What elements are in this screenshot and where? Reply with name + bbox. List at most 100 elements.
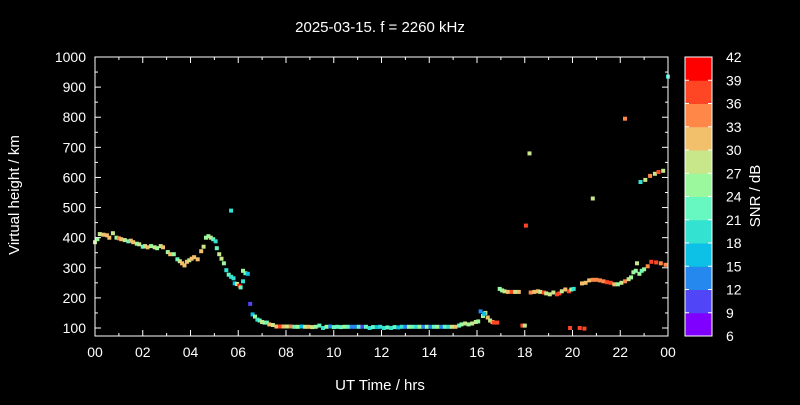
colorbar-tick-label: 39 <box>726 72 742 88</box>
data-point <box>582 326 587 331</box>
data-point <box>255 317 260 322</box>
data-point <box>568 326 573 330</box>
data-point <box>235 282 240 286</box>
data-point <box>389 326 394 330</box>
data-point <box>381 326 386 330</box>
data-point <box>590 277 595 282</box>
data-point <box>171 252 176 257</box>
data-point <box>338 325 343 330</box>
data-point <box>184 259 189 264</box>
data-point <box>243 271 248 276</box>
data-point <box>421 324 426 329</box>
data-point <box>555 292 559 297</box>
x-tick-label: 22 <box>612 344 628 360</box>
data-point <box>428 324 433 329</box>
data-point <box>658 261 663 266</box>
data-point <box>457 323 462 328</box>
data-point <box>231 276 236 281</box>
colorbar-tick-label: 12 <box>726 282 742 298</box>
data-point <box>407 324 411 329</box>
data-point <box>374 325 379 330</box>
data-point <box>432 324 436 329</box>
x-tick-label: 02 <box>135 344 151 360</box>
colorbar-tick-label: 24 <box>726 189 742 205</box>
y-tick-label: 500 <box>63 200 87 216</box>
data-point <box>219 256 224 261</box>
data-point <box>270 323 275 327</box>
data-point <box>449 324 454 329</box>
data-point <box>195 257 200 262</box>
data-point <box>260 320 265 324</box>
y-tick-label: 200 <box>63 290 87 306</box>
data-point <box>158 244 163 249</box>
data-point <box>126 239 131 244</box>
data-point <box>140 244 145 249</box>
x-tick-label: 06 <box>230 344 246 360</box>
data-point <box>278 324 282 329</box>
x-tick-label: 14 <box>421 344 437 360</box>
data-point <box>652 171 657 176</box>
data-point <box>623 279 627 284</box>
data-point <box>547 292 552 297</box>
data-point <box>509 289 514 294</box>
x-tick-label: 20 <box>565 344 581 360</box>
data-point <box>439 324 444 329</box>
data-point <box>303 324 308 329</box>
data-point <box>399 324 404 329</box>
y-tick-label: 100 <box>63 320 87 336</box>
data-point <box>385 325 390 330</box>
data-point <box>516 289 521 294</box>
colorbar-segment <box>685 219 712 244</box>
data-point <box>629 275 633 280</box>
data-point <box>229 274 234 279</box>
data-point <box>635 261 639 266</box>
colorbar: 6 9 12 15 18 21 24 27 30 33 36 39 42 <box>684 49 742 344</box>
data-point <box>638 180 643 184</box>
data-point <box>152 245 157 250</box>
data-point <box>281 324 286 329</box>
data-point <box>346 324 351 329</box>
data-point <box>214 246 219 251</box>
data-point <box>349 324 354 329</box>
data-point <box>208 235 213 240</box>
data-point <box>637 271 642 276</box>
data-point <box>189 256 194 261</box>
data-point <box>356 324 361 329</box>
data-point <box>473 320 478 324</box>
data-point <box>544 291 549 296</box>
data-point <box>238 285 243 290</box>
colorbar-segment <box>685 266 712 290</box>
data-point <box>535 289 540 294</box>
data-point <box>262 320 267 325</box>
data-point <box>226 272 231 277</box>
data-point <box>566 289 571 294</box>
data-point <box>590 196 595 201</box>
data-point <box>274 324 279 329</box>
data-point <box>396 325 401 330</box>
colorbar-tick-label: 6 <box>726 328 734 344</box>
data-point <box>478 309 483 314</box>
data-point <box>442 324 447 329</box>
data-point <box>424 324 429 329</box>
data-point <box>180 261 185 266</box>
data-point <box>488 318 493 323</box>
colorbar-segment <box>685 312 712 337</box>
y-tick-label: 700 <box>63 139 87 155</box>
data-point <box>134 241 139 246</box>
data-point <box>587 278 592 283</box>
data-point <box>224 268 229 273</box>
data-point <box>485 315 490 320</box>
data-point <box>107 235 112 240</box>
y-axis-label: Virtual height / km <box>6 135 23 255</box>
data-point <box>264 320 269 325</box>
data-point <box>143 244 148 249</box>
data-point <box>187 258 192 263</box>
data-point <box>654 260 659 265</box>
data-point <box>353 324 358 329</box>
data-point <box>623 116 627 121</box>
data-point <box>114 235 119 240</box>
data-point <box>288 324 293 329</box>
colorbar-tick-label: 30 <box>726 142 742 158</box>
data-point <box>232 281 237 286</box>
